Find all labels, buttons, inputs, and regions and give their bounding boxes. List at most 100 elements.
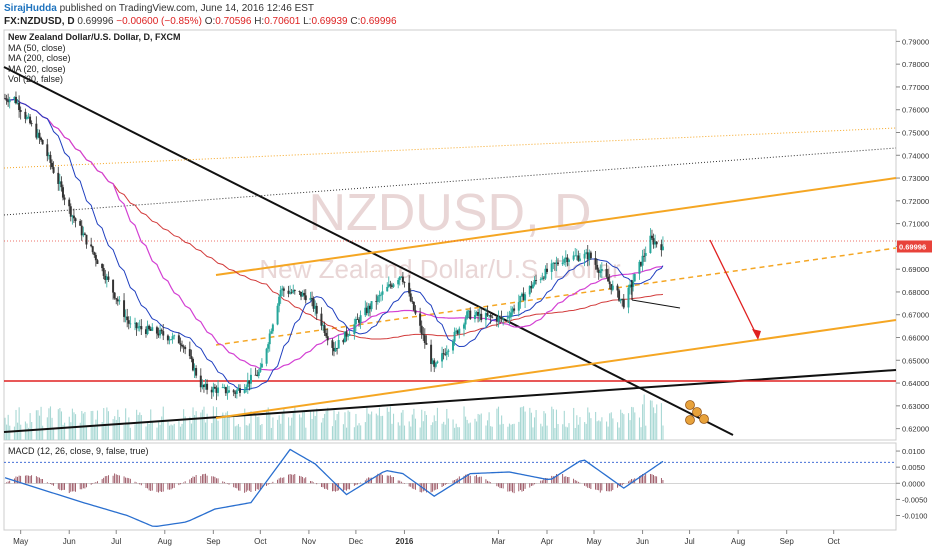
last-price: 0.69996 [77,16,114,27]
candle-body [68,199,71,207]
candle-body [50,162,53,168]
volume-bar [283,407,285,440]
volume-bar [250,411,252,440]
volume-bar [557,424,559,440]
candle-body [149,329,152,331]
macd-tick-label: 0.0000 [902,479,925,488]
candle-body [467,310,470,312]
candle-body [202,384,205,388]
volume-bar [610,412,612,440]
volume-bar [554,427,556,440]
event-marker [699,414,709,424]
candle-body [235,390,238,394]
candle-body [462,324,465,329]
x-tick-label: Dec [349,537,363,546]
candle-body [456,330,459,334]
volume-bar [402,410,404,440]
candle-body [403,281,406,283]
candle-body [622,299,625,308]
volume-bar [347,410,349,440]
legend-volume[interactable]: Vol (20, false) [8,74,64,84]
candle-body [367,305,370,314]
volume-bar [272,417,274,440]
y-tick-label: 0.65000 [902,356,929,365]
volume-bar [270,427,272,440]
candle-body [118,300,121,302]
candle-body [489,315,492,317]
volume-bar [601,417,603,440]
volume-bar [546,425,548,440]
volume-bar [49,406,52,440]
volume-bar [184,416,186,440]
candle-body [397,280,400,285]
candle-body [4,98,6,100]
y-tick-label: 0.71000 [902,220,929,229]
volume-bar [225,412,227,440]
volume-bar [324,413,326,440]
volume-bar [281,412,283,440]
volume-bar [476,421,478,440]
volume-bar [256,417,258,440]
candle-body [520,293,523,296]
volume-bar [128,417,130,440]
candle-body [638,261,641,274]
volume-bar [521,406,523,440]
published-text: published on TradingView.com, June 14, 2… [59,3,315,14]
candle-body [290,292,293,294]
volume-bar [573,407,575,440]
macd-tick-label: -0.0050 [902,495,927,504]
symbol: FX:NZDUSD, D [4,16,75,27]
candle-body [524,294,527,301]
projection-arrowhead [752,329,761,340]
candle-body [173,335,176,337]
legend-ma50[interactable]: MA (50, close) [8,42,66,53]
volume-bar [632,407,634,440]
volume-bar [178,421,180,440]
volume-bar [62,424,64,440]
volume-bar [320,422,323,440]
candle-body [16,102,19,104]
candle-body [433,360,436,367]
candle-body [201,384,204,388]
x-tick-label: Jun [636,537,649,546]
candle-body [555,262,558,264]
legend-ma20[interactable]: MA (20, close) [8,63,66,74]
volume-bar [579,417,581,440]
candle-body [445,351,448,355]
candle-body [217,387,220,393]
volume-bar [101,422,103,440]
volume-bar [443,421,445,440]
author-link[interactable]: SirajHudda [4,3,57,14]
volume-bar [662,425,664,440]
volume-bar [277,419,279,440]
candle-body [347,335,350,337]
candle-body [19,110,22,112]
volume-bar [455,423,457,440]
candle-body [535,280,538,281]
volume-bar [159,424,161,440]
volume-bar [386,407,388,440]
volume-bar [543,411,545,440]
volume-bar [491,426,493,440]
macd-legend[interactable]: MACD (12, 26, close, 9, false, true) [8,446,149,456]
candle-body [96,260,99,264]
candle-body [181,344,184,347]
volume-bar [151,421,153,440]
candle-body [195,368,198,376]
candle-body [259,367,262,372]
volume-bar [598,420,600,440]
legend-ma200[interactable]: MA (200, close) [8,53,71,63]
candle-body [596,264,599,270]
x-tick-label: Oct [254,537,267,546]
ma20-line [4,98,664,391]
volume-bar [168,425,171,440]
x-tick-label: Jun [63,537,76,546]
volume-bar [13,426,15,440]
candle-body [168,339,171,341]
candle-body [321,325,324,326]
change: −0.00600 (−0.85%) [116,16,202,27]
candle-body [314,305,317,309]
candle-body [567,259,570,262]
volume-bar [167,421,169,440]
